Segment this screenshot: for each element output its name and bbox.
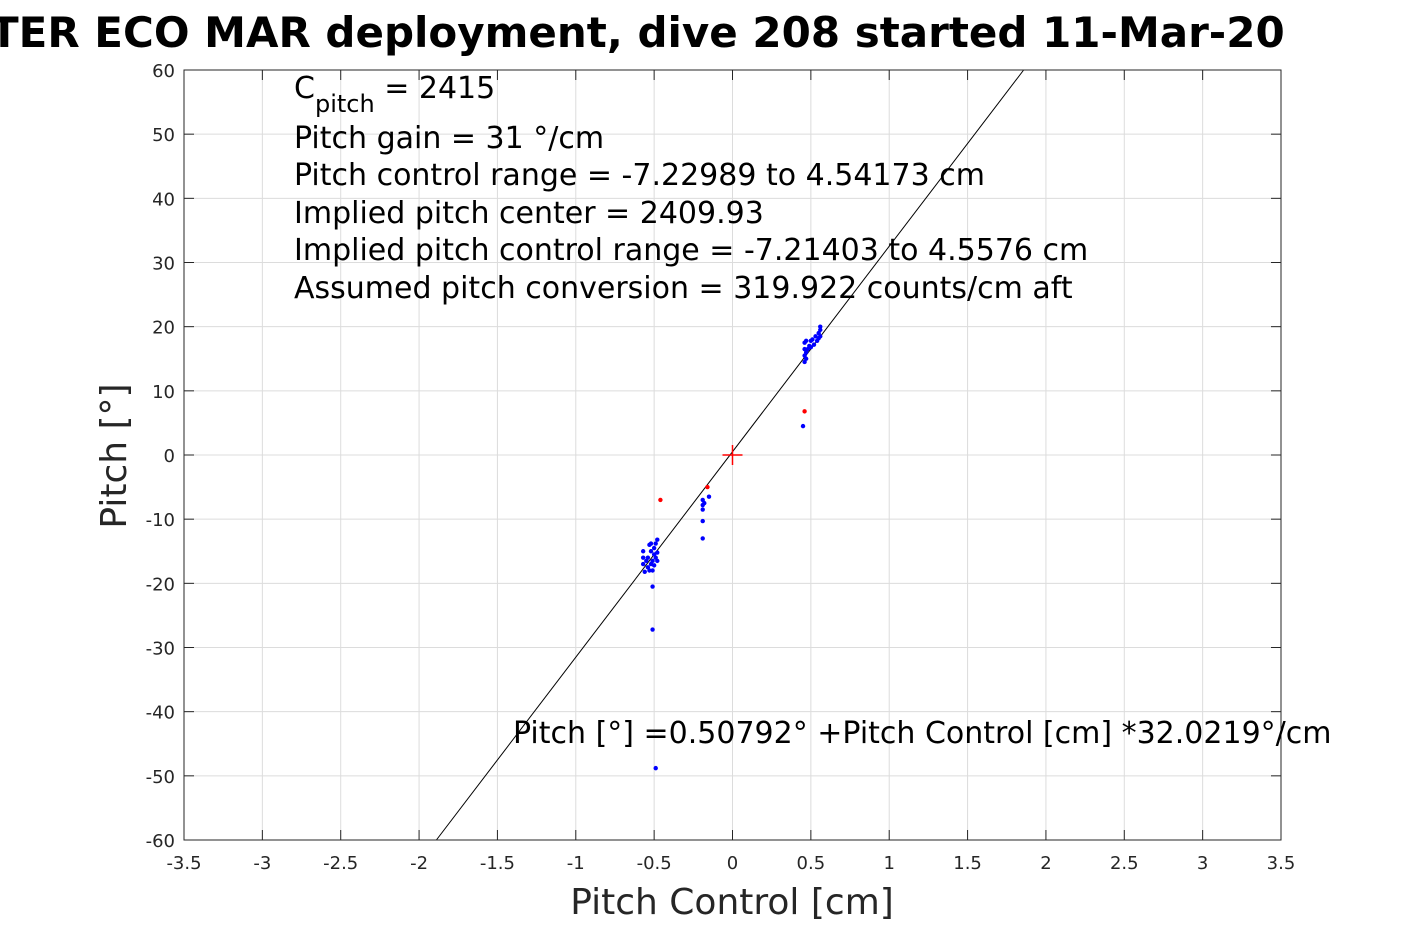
x-tick-label: 0.5	[797, 853, 826, 874]
y-tick-label: 20	[152, 318, 175, 339]
data-points	[640, 324, 823, 771]
x-tick-label: 3.5	[1267, 853, 1296, 874]
data-point	[653, 541, 658, 546]
y-tick-label: 60	[152, 61, 175, 82]
data-point	[653, 765, 658, 771]
data-point	[640, 561, 646, 567]
y-tick-label: 40	[152, 189, 175, 210]
data-point	[818, 327, 823, 333]
x-tick-label: -0.5	[637, 853, 672, 874]
fit-equation: Pitch [°] =0.50792° +Pitch Control [cm] …	[513, 716, 1331, 751]
data-point	[655, 558, 660, 564]
data-point	[648, 549, 654, 554]
annotation-line: Pitch gain = 31 °/cm	[294, 121, 604, 156]
cpitch-value: = 2415	[375, 71, 496, 106]
data-point	[651, 545, 657, 551]
data-point	[650, 558, 655, 564]
y-tick-label: -60	[146, 831, 175, 852]
cpitch-symbol: C	[294, 71, 315, 106]
data-point	[648, 541, 654, 546]
data-point	[640, 549, 646, 554]
data-point	[650, 584, 655, 589]
data-point	[645, 555, 651, 560]
y-tick-label: 50	[152, 125, 175, 146]
data-point	[700, 518, 705, 524]
data-point	[650, 627, 655, 632]
x-tick-label: -1	[567, 853, 585, 874]
annotation-cpitch: Cpitch = 2415	[294, 71, 495, 118]
x-tick-label: -1.5	[480, 853, 515, 874]
data-point	[655, 550, 660, 555]
data-point	[800, 423, 806, 429]
annotation-line: Assumed pitch conversion = 319.922 count…	[294, 271, 1073, 306]
data-point	[810, 337, 815, 342]
annotation-line: Implied pitch center = 2409.93	[294, 196, 764, 231]
x-tick-label: -2	[410, 853, 428, 874]
x-tick-label: -2.5	[323, 853, 358, 874]
data-point	[808, 345, 814, 350]
data-point	[655, 537, 660, 542]
data-point	[647, 568, 652, 573]
y-tick-label: 0	[164, 446, 175, 467]
data-point	[651, 563, 657, 568]
y-tick-label: -10	[146, 510, 175, 531]
data-point	[705, 484, 710, 490]
x-tick-label: 3	[1197, 853, 1208, 874]
x-tick-label: 2.5	[1110, 853, 1139, 874]
data-point	[818, 334, 823, 339]
x-tick-labels: -3.5 -3 -2.5 -2 -1.5 -1 -0.5 0 0.5 1 1.5 2 2.5 3 3.5	[166, 853, 1295, 874]
data-point	[818, 324, 823, 329]
cpitch-subscript: pitch	[315, 90, 375, 118]
data-point	[702, 500, 707, 506]
data-point	[811, 342, 817, 347]
x-tick-label: 2	[1040, 853, 1051, 874]
y-tick-label: 10	[152, 382, 175, 403]
y-tick-label: -40	[146, 703, 175, 724]
data-point	[640, 555, 646, 560]
data-point	[658, 497, 663, 503]
y-tick-label: -30	[146, 639, 175, 660]
y-tick-label: -50	[146, 767, 175, 788]
data-point	[706, 494, 712, 499]
x-tick-label: 1	[883, 853, 894, 874]
x-tick-label: 0	[727, 853, 738, 874]
x-axis-label: Pitch Control [cm]	[570, 882, 894, 923]
center-marker	[722, 445, 743, 465]
y-tick-label: 30	[152, 254, 175, 275]
y-axis-label: Pitch [°]	[94, 383, 135, 528]
x-tick-label: -3.5	[166, 853, 201, 874]
annotation-line: Pitch control range = -7.22989 to 4.5417…	[294, 158, 985, 193]
data-point	[803, 338, 809, 343]
data-point	[803, 356, 809, 361]
chart-title: TER ECO MAR deployment, dive 208 started…	[0, 8, 1285, 57]
data-point	[802, 409, 807, 414]
annotation-line: Implied pitch control range = -7.21403 t…	[294, 233, 1088, 268]
data-point	[700, 536, 705, 541]
x-tick-label: -3	[253, 853, 271, 874]
data-point	[642, 569, 647, 574]
grid-lines	[184, 70, 1281, 840]
y-tick-labels: -60 -50 -40 -30 -20 -10 0 10 20 30 40 50 60	[146, 61, 175, 852]
x-tick-label: 1.5	[953, 853, 982, 874]
y-tick-label: -20	[146, 574, 175, 595]
data-point	[700, 507, 705, 512]
data-point	[650, 568, 655, 573]
axis-ticks	[183, 69, 1282, 841]
